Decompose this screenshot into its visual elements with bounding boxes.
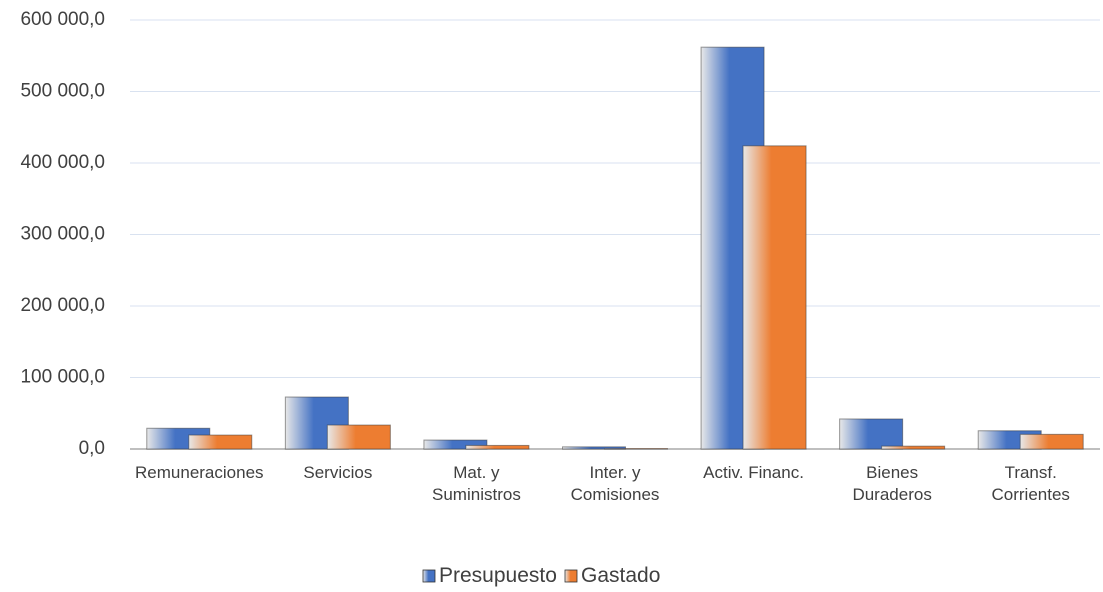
y-tick-label: 300 000,0: [20, 224, 105, 245]
y-tick-label: 200 000,0: [20, 295, 105, 316]
bar: [881, 445, 946, 450]
y-tick-label: 0,0: [79, 438, 105, 459]
y-tick-label: 600 000,0: [20, 9, 105, 30]
legend-label: Gastado: [581, 564, 661, 587]
x-tick-label: Mat. y Suministros: [432, 463, 521, 504]
x-tick-label: Remuneraciones: [135, 463, 264, 482]
bar: [562, 446, 626, 450]
bar: [465, 444, 530, 450]
bar: [1019, 433, 1084, 450]
x-tick-label: Transf. Corrientes: [991, 463, 1070, 504]
y-tick-label: 500 000,0: [20, 81, 105, 102]
bar: [742, 145, 807, 450]
bar: [326, 424, 391, 450]
x-tick-label: Servicios: [303, 463, 373, 482]
x-tick-label: Bienes Duraderos: [852, 463, 932, 504]
x-tick-label: Inter. y Comisiones: [570, 463, 660, 504]
legend-swatch: [564, 569, 578, 583]
y-tick-label: 100 000,0: [20, 367, 105, 388]
y-tick-label: 400 000,0: [20, 152, 105, 173]
legend-label: Presupuesto: [439, 564, 557, 587]
bar: [188, 434, 253, 450]
bar: [839, 418, 904, 450]
bar: [423, 439, 488, 450]
legend-swatch: [422, 569, 436, 583]
x-tick-label: Activ. Financ.: [703, 463, 804, 482]
